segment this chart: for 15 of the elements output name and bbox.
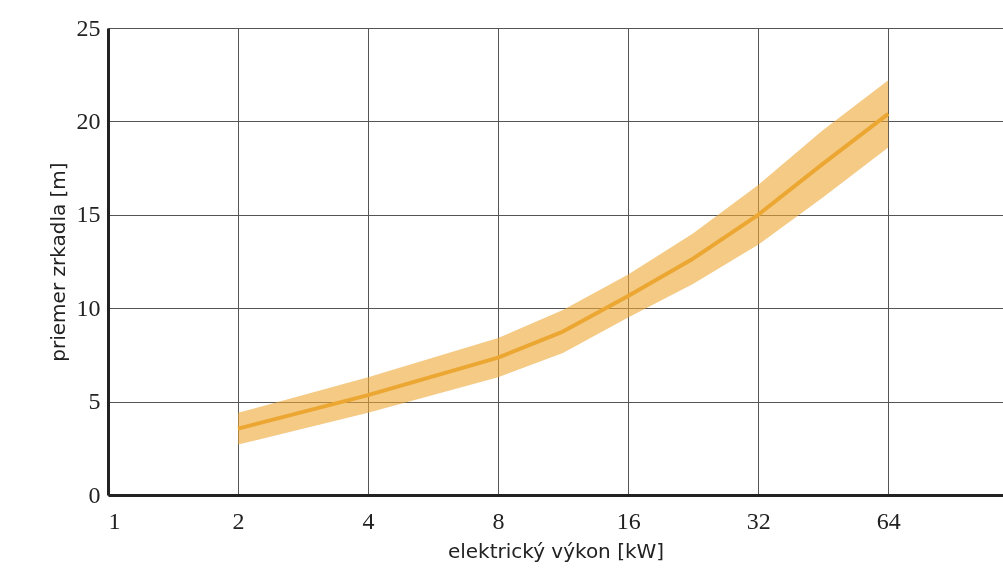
x-axis-title: elektrický výkon [kW] (447, 538, 665, 563)
y-tick-label: 15 (76, 201, 101, 228)
y-tick-label: 0 (88, 481, 101, 508)
x-tick-label: 2 (232, 507, 245, 534)
y-axis-title: priemer zrkadla [m] (45, 162, 70, 362)
y-tick-label: 5 (88, 388, 101, 415)
y-tick-label: 20 (76, 107, 101, 134)
y-tick-label: 10 (76, 294, 101, 321)
x-tick-label: 64 (876, 507, 901, 534)
y-tick-label: 25 (76, 14, 101, 41)
x-tick-label: 16 (616, 507, 641, 534)
x-tick-label: 32 (746, 507, 771, 534)
x-tick-label: 1 (108, 507, 121, 534)
x-tick-label: 4 (362, 507, 375, 534)
x-tick-label: 8 (492, 507, 505, 534)
